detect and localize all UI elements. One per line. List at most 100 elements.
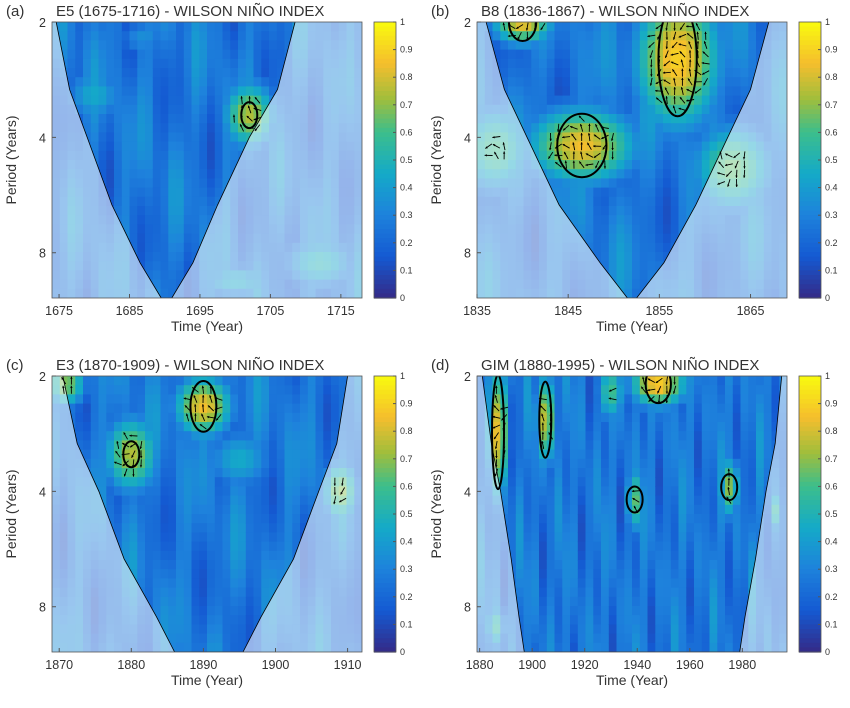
power-cell xyxy=(176,242,185,253)
power-cell xyxy=(577,22,587,32)
power-cell xyxy=(709,58,718,69)
power-cell xyxy=(639,22,649,32)
colorbar-segment xyxy=(374,150,396,156)
power-cell xyxy=(145,104,154,115)
power-cell xyxy=(183,123,193,133)
power-cell xyxy=(686,141,695,152)
power-cell xyxy=(176,169,185,179)
wavelet-chart: (a) E5 (1675-1716) - WILSON NIÑO INDEX167… xyxy=(3,3,413,334)
power-cell xyxy=(207,196,216,207)
power-cell xyxy=(230,160,239,170)
power-cell xyxy=(230,150,239,161)
power-cell xyxy=(601,104,610,115)
power-cell xyxy=(585,40,594,51)
power-cell xyxy=(554,104,563,115)
power-cell xyxy=(717,104,726,115)
power-cell xyxy=(90,95,100,106)
significance-contour xyxy=(240,101,259,130)
power-cell xyxy=(717,77,726,87)
cone-of-influence xyxy=(55,22,296,298)
power-cell xyxy=(585,206,594,216)
phase-arrow-head xyxy=(549,138,552,141)
power-cell xyxy=(183,169,193,179)
power-cell xyxy=(608,31,618,41)
power-cell xyxy=(253,58,262,69)
power-cell xyxy=(276,40,286,51)
phase-arrow-head xyxy=(494,151,497,155)
power-cell xyxy=(114,187,123,198)
phase-arrow-head xyxy=(492,136,495,139)
power-cell xyxy=(748,49,757,60)
power-cell xyxy=(269,31,278,41)
power-cell xyxy=(191,242,200,253)
power-heatmap xyxy=(52,22,362,298)
power-cell xyxy=(601,206,610,216)
colorbar-segment xyxy=(374,22,396,28)
power-cell xyxy=(593,224,602,235)
power-cell xyxy=(261,77,270,87)
power-cell xyxy=(121,77,131,87)
power-cell xyxy=(168,224,177,235)
power-cell xyxy=(176,58,185,69)
colorbar-segment xyxy=(374,261,396,267)
power-cell xyxy=(740,68,749,78)
power-cell xyxy=(168,252,177,262)
colorbar-tick-label: 0.6 xyxy=(400,127,413,137)
power-cell xyxy=(83,68,92,78)
power-cell xyxy=(145,49,154,60)
power-cell xyxy=(176,150,185,161)
power-cell xyxy=(701,114,711,124)
power-cell xyxy=(199,196,208,207)
colorbar-segment xyxy=(374,288,396,294)
power-cell xyxy=(709,114,718,124)
phase-arrow-head xyxy=(525,28,529,31)
power-cell xyxy=(137,178,146,189)
power-cell xyxy=(732,86,742,97)
power-cell xyxy=(577,215,587,225)
power-cell xyxy=(732,31,742,41)
colorbar-tick-label: 0.3 xyxy=(400,210,413,220)
power-cell xyxy=(601,233,610,244)
power-cell xyxy=(191,169,200,179)
power-cell xyxy=(98,49,107,60)
power-cell xyxy=(145,123,154,133)
power-cell xyxy=(114,169,123,179)
power-cell xyxy=(717,86,726,97)
power-cell xyxy=(539,40,548,51)
power-cell xyxy=(523,58,532,69)
power-cell xyxy=(732,40,742,51)
power-cell xyxy=(492,31,501,41)
power-cell xyxy=(639,233,649,244)
power-cell xyxy=(647,252,656,262)
power-cell xyxy=(616,132,625,143)
power-cell xyxy=(508,86,517,97)
power-cell xyxy=(554,49,563,60)
power-cell xyxy=(725,22,734,32)
power-cell xyxy=(570,77,579,87)
power-cell xyxy=(245,40,255,51)
power-cell xyxy=(725,123,734,133)
colorbar-segment xyxy=(374,183,396,189)
power-cell xyxy=(152,206,162,216)
power-cell xyxy=(261,49,270,60)
power-cell xyxy=(709,141,718,152)
power-cell xyxy=(191,40,200,51)
power-cell xyxy=(129,132,138,143)
power-cell xyxy=(624,49,633,60)
power-cell xyxy=(121,40,131,51)
power-cell xyxy=(616,206,625,216)
power-cell xyxy=(756,40,765,51)
power-cell xyxy=(632,141,641,152)
power-cell xyxy=(145,215,154,225)
power-cell xyxy=(624,104,633,115)
power-cell xyxy=(145,233,154,244)
power-cell xyxy=(176,22,185,32)
power-cell xyxy=(129,40,138,51)
power-cell xyxy=(562,40,571,51)
power-cell xyxy=(632,68,641,78)
power-cell xyxy=(137,40,146,51)
power-cell xyxy=(616,178,625,189)
power-cell xyxy=(593,233,602,244)
power-cell xyxy=(152,77,162,87)
power-cell xyxy=(176,261,185,271)
